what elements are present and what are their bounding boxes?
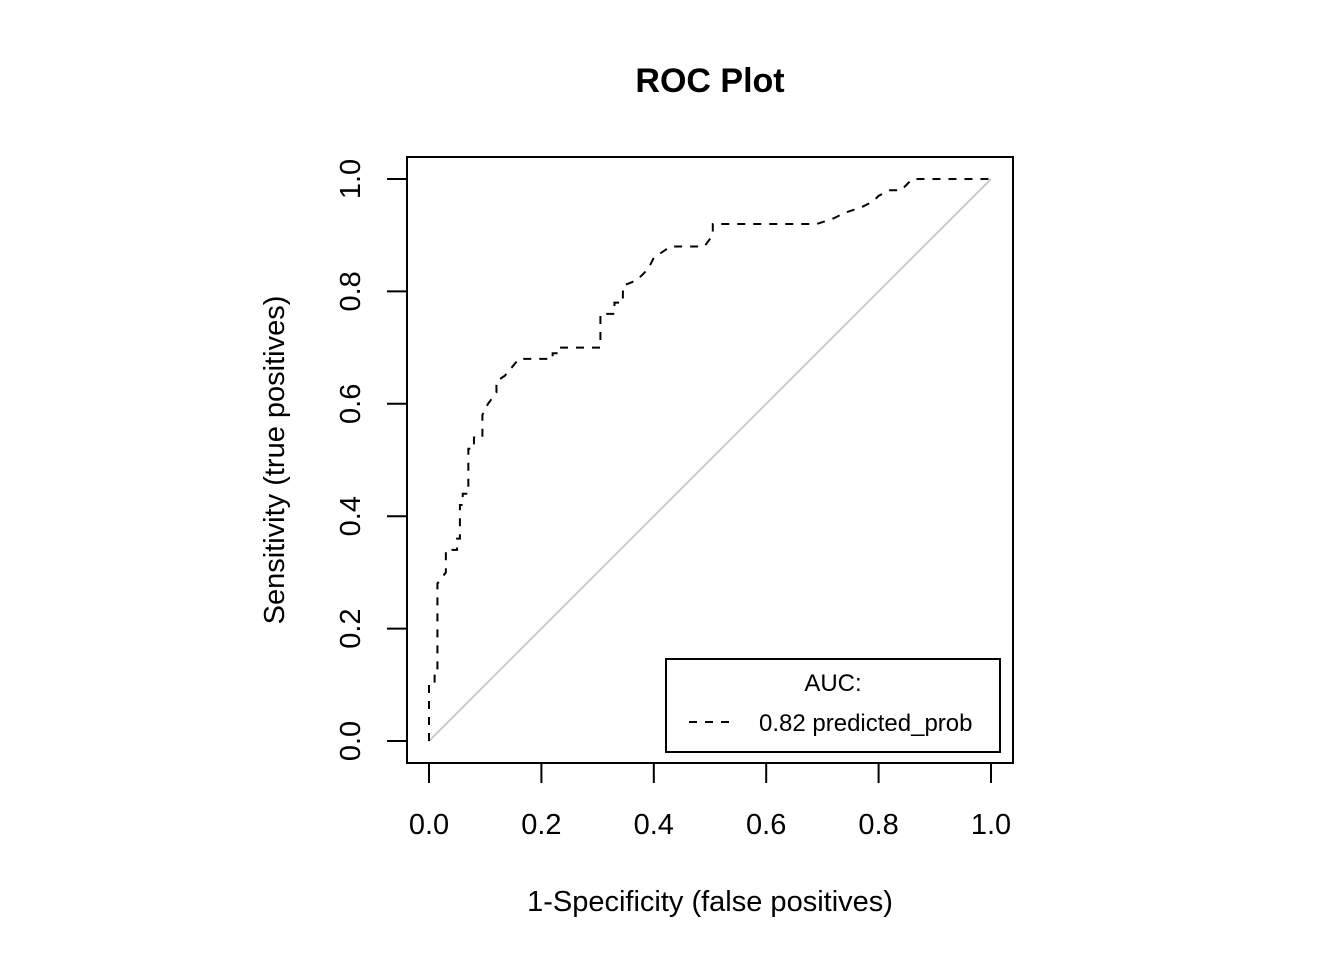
x-tick-label: 0.2	[521, 809, 561, 841]
y-tick-label: 0.6	[335, 384, 367, 424]
y-tick-label: 0.0	[335, 721, 367, 761]
chart-title: ROC Plot	[635, 62, 784, 100]
y-tick-label: 1.0	[335, 159, 367, 199]
x-tick-label: 0.8	[858, 809, 898, 841]
legend-box	[665, 658, 1001, 753]
x-axis-label: 1-Specificity (false positives)	[527, 886, 893, 918]
y-tick-label: 0.4	[335, 496, 367, 536]
legend-title: AUC:	[804, 670, 861, 697]
y-tick-label: 0.8	[335, 271, 367, 311]
legend: AUC: 0.82 predicted_prob	[665, 658, 1001, 753]
x-axis: 0.0 0.2 0.4 0.6 0.8 1.0	[409, 762, 1011, 841]
y-axis: 0.0 0.2 0.4 0.6 0.8 1.0	[335, 159, 408, 761]
y-axis-label: Sensitivity (true positives)	[259, 296, 291, 625]
x-tick-label: 0.6	[746, 809, 786, 841]
x-tick-label: 0.0	[409, 809, 449, 841]
x-tick-label: 1.0	[971, 809, 1011, 841]
x-tick-label: 0.4	[634, 809, 674, 841]
legend-entry-label: 0.82 predicted_prob	[759, 710, 973, 737]
reference-diagonal-line	[428, 178, 992, 742]
roc-curve-line	[428, 178, 991, 741]
y-tick-label: 0.2	[335, 608, 367, 648]
